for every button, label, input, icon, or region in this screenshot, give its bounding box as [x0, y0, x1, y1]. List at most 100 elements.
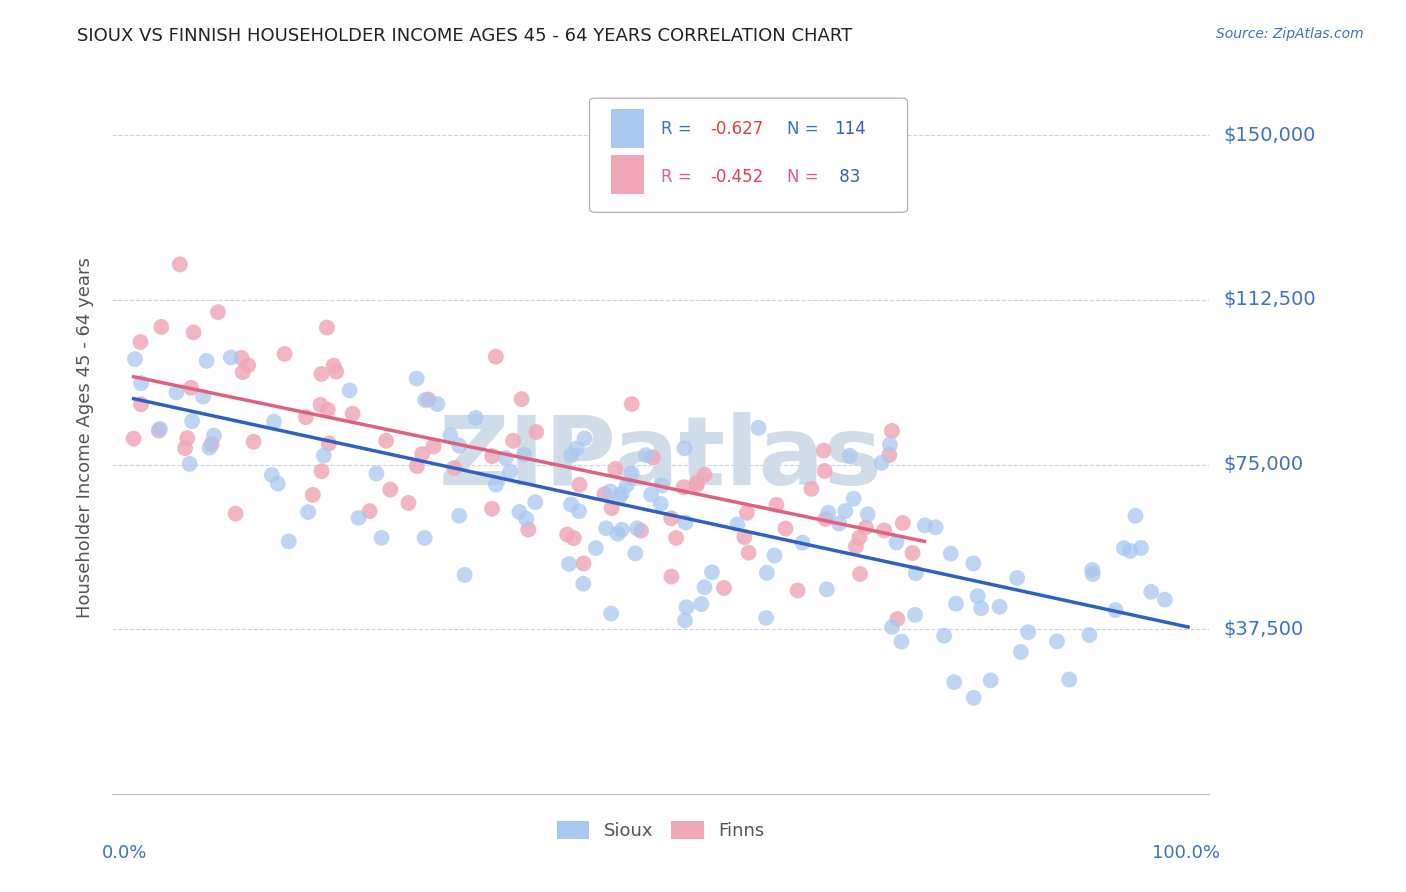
Point	[962, 557, 984, 571]
Point	[813, 443, 835, 458]
Point	[828, 516, 851, 531]
Point	[295, 410, 318, 425]
Point	[380, 483, 402, 497]
Point	[375, 434, 398, 448]
Point	[181, 414, 204, 428]
Point	[686, 475, 709, 490]
Point	[165, 385, 187, 400]
Point	[1081, 567, 1104, 582]
Text: R =: R =	[661, 168, 697, 186]
Point	[792, 535, 814, 549]
Point	[150, 320, 173, 334]
Point	[225, 507, 247, 521]
Point	[693, 467, 716, 482]
Point	[747, 421, 769, 435]
Point	[616, 477, 638, 491]
Point	[325, 365, 347, 379]
Point	[845, 540, 868, 554]
Text: $75,000: $75,000	[1223, 455, 1303, 474]
Point	[202, 428, 225, 442]
Point	[607, 490, 630, 504]
Point	[508, 505, 530, 519]
Text: -0.452: -0.452	[710, 168, 763, 186]
Point	[413, 392, 436, 407]
Point	[620, 397, 643, 411]
Point	[626, 521, 648, 535]
Point	[449, 508, 471, 523]
Text: -0.627: -0.627	[710, 120, 763, 137]
Point	[347, 510, 370, 524]
Text: N =: N =	[787, 168, 824, 186]
Point	[316, 402, 339, 417]
Point	[690, 597, 713, 611]
Point	[600, 501, 623, 516]
Point	[179, 457, 201, 471]
Point	[481, 501, 503, 516]
Point	[499, 465, 522, 479]
Point	[610, 523, 633, 537]
Point	[297, 505, 319, 519]
Point	[558, 557, 581, 571]
Point	[174, 441, 197, 455]
Point	[183, 326, 205, 340]
Point	[786, 583, 808, 598]
Point	[124, 352, 146, 367]
Point	[834, 504, 856, 518]
Point	[630, 524, 652, 538]
Point	[359, 504, 381, 518]
Point	[562, 531, 585, 545]
Point	[318, 436, 340, 450]
Point	[370, 531, 392, 545]
Point	[713, 581, 735, 595]
Point	[585, 541, 607, 555]
Point	[610, 486, 633, 500]
Point	[817, 506, 839, 520]
Point	[1112, 541, 1135, 556]
Point	[733, 530, 755, 544]
Point	[207, 305, 229, 319]
Point	[856, 508, 879, 522]
Point	[560, 449, 582, 463]
Point	[879, 448, 901, 462]
Text: SIOUX VS FINNISH HOUSEHOLDER INCOME AGES 45 - 64 YEARS CORRELATION CHART: SIOUX VS FINNISH HOUSEHOLDER INCOME AGES…	[77, 27, 852, 45]
Point	[481, 449, 503, 463]
Point	[260, 467, 283, 482]
Point	[263, 415, 285, 429]
Point	[148, 424, 170, 438]
Point	[464, 410, 486, 425]
Point	[309, 398, 332, 412]
Point	[904, 607, 927, 622]
Point	[755, 566, 778, 580]
Point	[595, 521, 617, 535]
Point	[593, 487, 616, 501]
Point	[880, 620, 903, 634]
Text: Source: ZipAtlas.com: Source: ZipAtlas.com	[1216, 27, 1364, 41]
Legend: Sioux, Finns: Sioux, Finns	[548, 812, 773, 849]
Point	[814, 464, 837, 478]
Point	[891, 516, 914, 530]
Point	[775, 522, 797, 536]
Point	[169, 257, 191, 271]
Point	[413, 531, 436, 545]
Bar	[612, 155, 644, 194]
Point	[675, 516, 697, 530]
Point	[311, 367, 333, 381]
Point	[411, 447, 433, 461]
Point	[849, 567, 872, 582]
Point	[342, 407, 364, 421]
Point	[301, 488, 323, 502]
Text: 0.0%: 0.0%	[101, 844, 146, 862]
Point	[572, 576, 595, 591]
Point	[945, 597, 967, 611]
Point	[180, 381, 202, 395]
Point	[725, 517, 748, 532]
Point	[555, 527, 578, 541]
Bar	[612, 109, 644, 148]
Point	[316, 320, 339, 334]
Point	[686, 478, 709, 492]
Point	[568, 504, 591, 518]
Point	[924, 520, 946, 534]
Point	[620, 467, 643, 481]
Point	[273, 347, 295, 361]
Point	[572, 557, 595, 571]
